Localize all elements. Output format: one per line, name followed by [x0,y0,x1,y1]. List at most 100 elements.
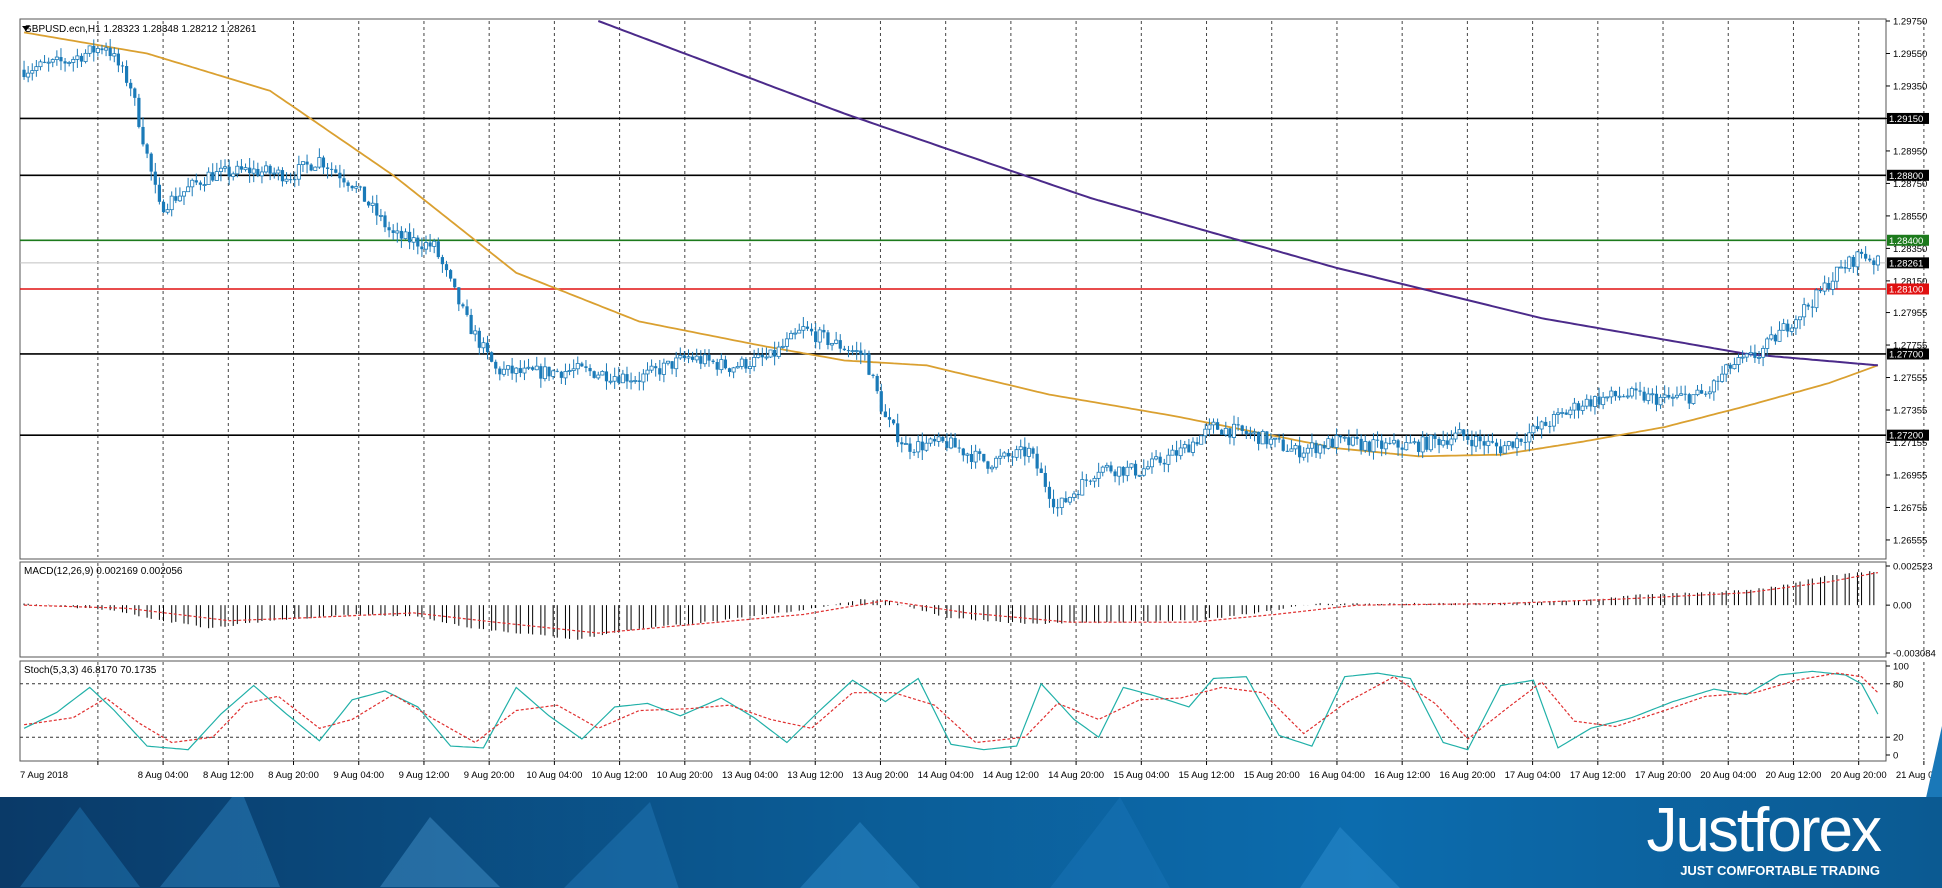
candle-body [1216,422,1220,430]
candle-body [444,264,449,271]
candle-body [719,359,724,371]
candle-body [1806,304,1810,307]
candle-body [50,59,55,63]
candle-body [678,354,683,359]
candle-body [1851,256,1855,267]
candle-body [1326,438,1331,449]
footer-decoration [560,802,680,888]
candle-body [108,47,112,57]
ma-fast-line [23,31,1879,458]
candle-body [637,380,641,382]
footer-decoration [1300,827,1400,888]
candle-body [1064,498,1068,503]
candle-body [436,241,440,258]
price-level-tag [1887,429,1929,441]
candle-body [457,287,461,305]
pane-collapse-icon[interactable] [22,26,30,31]
candle-body [153,171,157,185]
candle-body [978,451,982,454]
candle-body [1855,251,1860,268]
candle-body [1798,316,1803,321]
candle-body [1433,435,1437,439]
candle-body [473,330,478,335]
candle-body [198,182,203,185]
candle-body [293,179,297,181]
candle-body [1170,449,1175,456]
candle-body [1864,253,1868,259]
candle-body [22,69,26,78]
candle-body [1695,389,1700,396]
candle-body [859,350,863,355]
candle-body [1576,403,1581,411]
candle-body [67,62,72,64]
candle-body [1506,441,1511,447]
candle-body [71,59,76,63]
candle-body [1462,429,1466,437]
time-tick-label: 9 Aug 20:00 [464,770,515,781]
candle-body [891,419,896,424]
candle-body [202,184,207,186]
time-tick-label: 14 Aug 12:00 [983,770,1039,781]
candle-body [1646,393,1651,402]
macd-signal-path [24,572,1879,634]
candle-body [100,48,104,51]
candle-body [1662,394,1667,398]
candle-body [1658,396,1663,406]
candle-body [1031,448,1035,454]
candle-body [206,171,211,185]
price-level-tag [1887,169,1929,181]
candle-body [834,339,839,344]
time-tick-label: 15 Aug 20:00 [1244,770,1300,781]
candle-body [1872,260,1876,265]
candle-body [547,366,551,377]
candle-body [1252,431,1257,434]
candle-body [1257,431,1261,444]
candle-body [1141,468,1146,476]
candle-body [510,365,514,374]
candle-body [276,169,281,174]
candle-body [309,164,313,171]
candle-body [1531,425,1536,434]
candle-body [1174,450,1179,456]
candle-body [1375,439,1380,441]
candle-body [584,366,588,368]
candle-body [1707,391,1712,395]
candle-body [822,329,826,333]
candle-body [248,167,252,174]
candle-body [432,240,437,247]
candle-body [1679,393,1684,396]
candle-body [1056,507,1060,509]
candle-body [1482,441,1486,446]
candle-body [1350,436,1355,446]
candle-body [490,352,494,362]
candle-body [871,374,875,376]
candle-body [645,369,650,375]
price-tick-label: 1.29350 [1893,81,1927,92]
candle-body [1166,454,1171,465]
candle-body [1511,441,1515,448]
candle-body [1092,477,1097,482]
candle-body [1059,497,1064,508]
candle-body [141,126,145,145]
candle-body [809,328,814,332]
candle-body [514,367,519,374]
footer-decoration [800,822,920,888]
candle-body [1765,338,1770,349]
candle-body [756,354,761,358]
candle-body [1502,445,1507,454]
candle-body [1560,412,1565,414]
candle-body [973,450,978,463]
candle-body [1084,479,1088,481]
candle-body [830,342,835,346]
price-level-label: 1.27200 [1889,431,1923,442]
candle-body [1051,498,1056,508]
candle-body [1818,289,1823,292]
candle-body [145,144,149,154]
candle-body [661,362,666,375]
macd-pane [19,561,1887,658]
candle-body [1285,450,1289,452]
candle-body [649,365,654,371]
candle-body [1277,438,1281,440]
price-tick-label: 1.26955 [1893,470,1927,481]
candle-body [945,441,949,448]
